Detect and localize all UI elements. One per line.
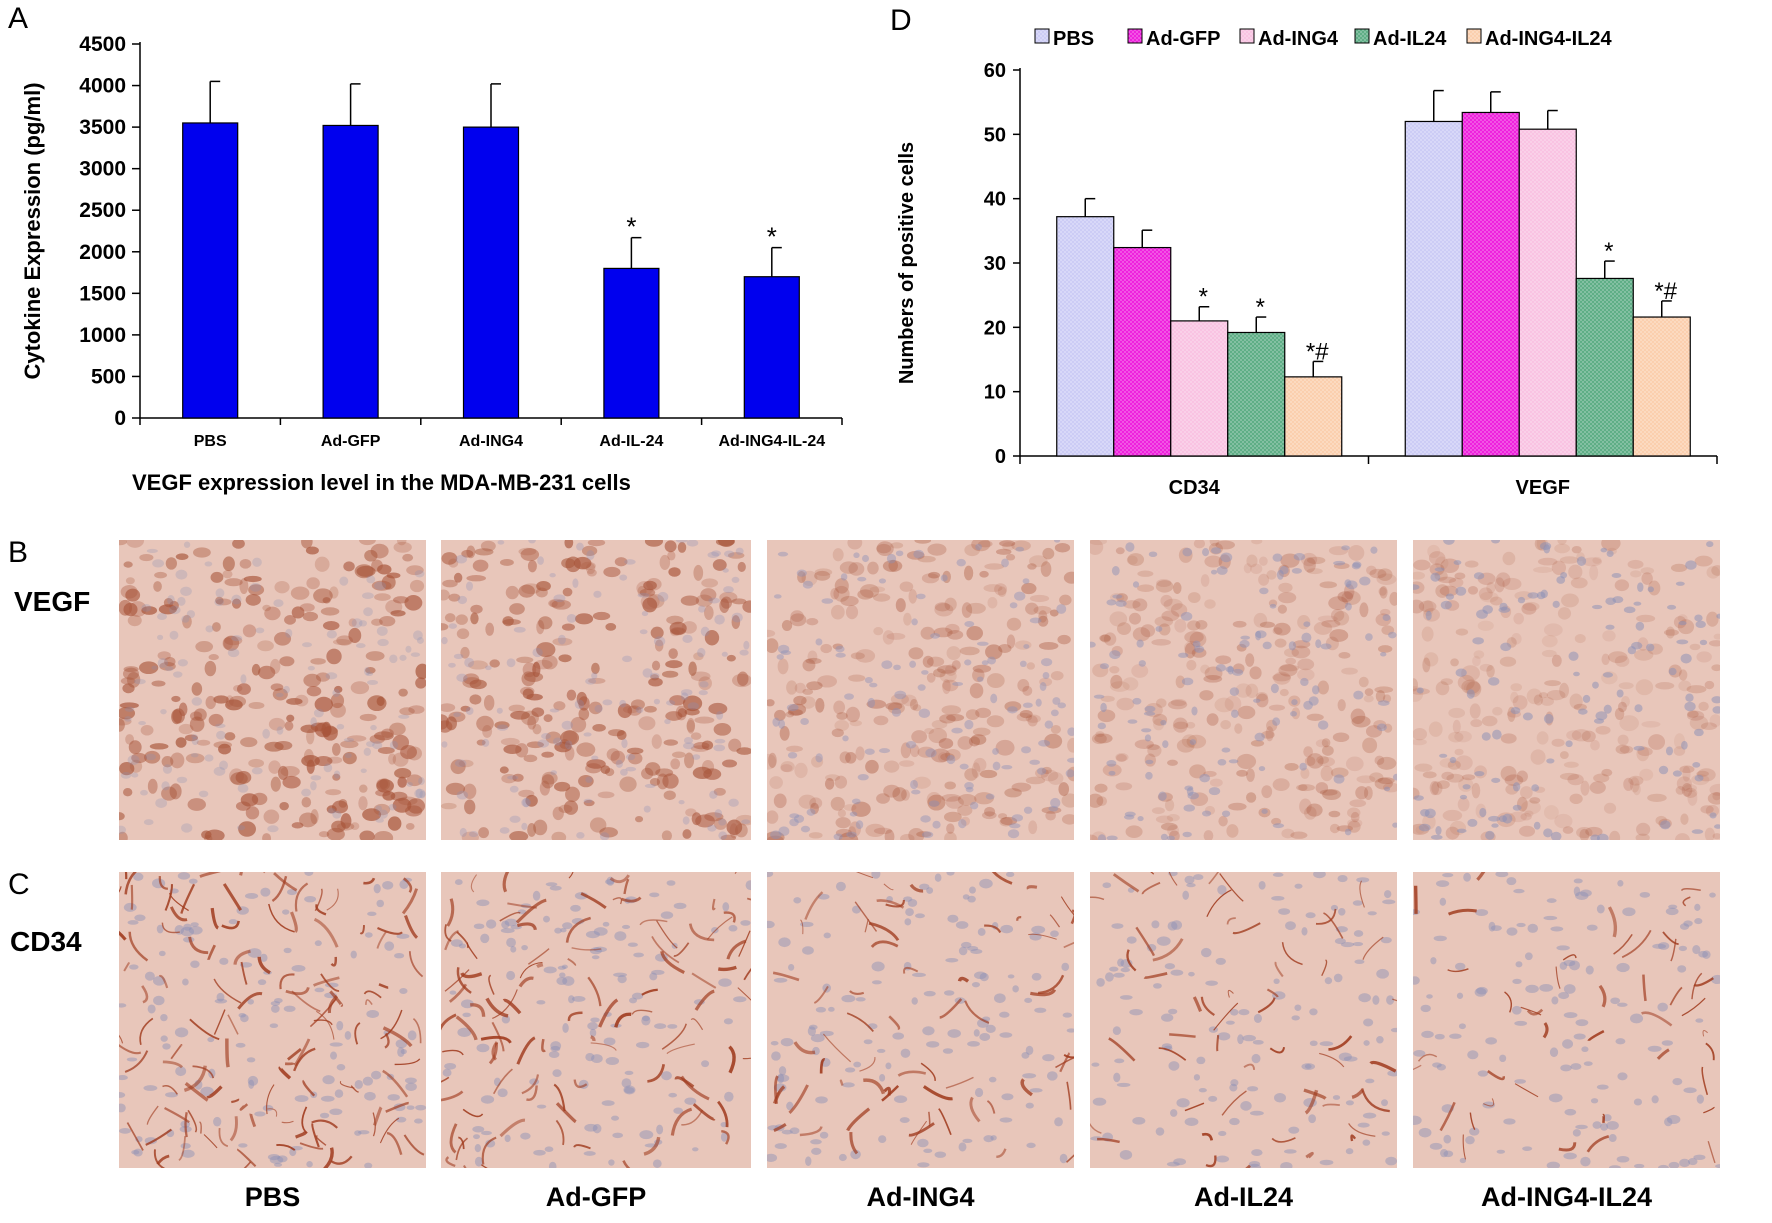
y-tick-label: 30 — [984, 253, 1006, 275]
significance-mark: * — [1604, 238, 1613, 265]
column-label-ad-ing4-il24: Ad-ING4-IL24 — [1480, 1182, 1653, 1212]
legend-swatch — [1127, 28, 1143, 44]
legend-swatch — [1466, 28, 1482, 44]
bar-vegf-pbs — [1404, 120, 1463, 457]
significance-mark: * — [626, 212, 636, 242]
y-tick-label: 60 — [984, 60, 1006, 82]
x-tick-label: Ad-GFP — [321, 433, 381, 450]
histology-cd34-ad-gfp — [441, 872, 751, 1168]
bar-cd34-ad-il24 — [1227, 331, 1286, 457]
significance-mark: * — [1199, 284, 1208, 311]
histology-vegf-ad-ing4 — [767, 540, 1074, 840]
y-tick-label: 40 — [984, 189, 1006, 211]
histology-cd34-ad-ing4 — [767, 872, 1074, 1168]
x-tick-label: Ad-IL-24 — [599, 433, 663, 450]
panel-letter-c: C — [8, 868, 30, 901]
bar-cd34-ad-ing4-il24 — [1284, 376, 1343, 457]
bar-vegf-ad-ing4-il24 — [1632, 316, 1691, 457]
y-axis-label: Cytokine Expression (pg/ml) — [20, 82, 45, 379]
bar-pbs — [182, 122, 239, 419]
panel-letter-d: D — [890, 4, 912, 37]
bar-vegf-ad-ing4 — [1518, 128, 1577, 457]
y-tick-label: 50 — [984, 124, 1006, 146]
y-tick-label: 2000 — [79, 241, 126, 264]
x-tick-label: PBS — [194, 433, 227, 450]
histology-cd34-ad-il24 — [1090, 872, 1397, 1168]
column-label-ad-gfp: Ad-GFP — [545, 1182, 647, 1212]
histology-vegf-ad-il24 — [1090, 540, 1397, 840]
y-tick-label: 1000 — [79, 324, 126, 347]
histology-cd34-pbs — [119, 872, 426, 1168]
bar-vegf-ad-gfp — [1461, 111, 1520, 457]
y-tick-label: 0 — [995, 446, 1006, 468]
y-tick-label: 1500 — [79, 282, 126, 305]
bar-ad-gfp — [322, 124, 379, 419]
column-label-pbs: PBS — [244, 1182, 301, 1212]
histology-vegf-pbs — [119, 540, 426, 840]
legend-entry: PBS — [1053, 28, 1094, 50]
bar-cd34-pbs — [1056, 216, 1115, 457]
histology-vegf-ad-ing4-il24 — [1413, 540, 1720, 840]
y-tick-label: 10 — [984, 382, 1006, 404]
bar-cd34-ad-ing4 — [1170, 320, 1229, 457]
x-tick-label: Ad-ING4-IL-24 — [718, 433, 825, 450]
bar-ad-ing4-il-24 — [743, 276, 800, 419]
y-tick-label: 500 — [91, 365, 126, 388]
histology-vegf-ad-gfp — [441, 540, 751, 840]
significance-mark: * — [767, 222, 777, 252]
significance-mark: * — [1256, 294, 1265, 321]
y-tick-label: 3000 — [79, 158, 126, 181]
bar-ad-ing4 — [462, 126, 520, 419]
legend-entry: Ad-GFP — [1146, 28, 1220, 50]
bar-ad-il-24 — [603, 267, 660, 419]
legend-entry: Ad-IL24 — [1373, 28, 1447, 50]
column-label-ad-ing4: Ad-ING4 — [866, 1182, 975, 1212]
row-label-cd34: CD34 — [10, 926, 82, 957]
y-tick-label: 4500 — [79, 33, 126, 56]
bar-cd34-ad-gfp — [1113, 246, 1172, 457]
bar-vegf-ad-il24 — [1575, 277, 1634, 457]
x-axis-label: VEGF expression level in the MDA-MB-231 … — [132, 470, 631, 495]
chart-a-cytokine-expression: 0 500 1000 1500 2000 2500 3000 3500 4000 4500 PBS A… — [20, 33, 843, 495]
y-tick-label: 2500 — [79, 199, 126, 222]
y-tick-label: 4000 — [79, 75, 126, 98]
significance-mark: *# — [1306, 338, 1329, 365]
x-tick-label: CD34 — [1169, 477, 1221, 499]
legend-swatch — [1034, 28, 1050, 44]
column-label-ad-il24: Ad-IL24 — [1193, 1182, 1293, 1212]
x-tick-label: VEGF — [1516, 477, 1570, 499]
significance-mark: *# — [1654, 278, 1677, 305]
chart-d-positive-cells: 0 10 20 30 40 50 60 * * *# CD34 * *# VEGF Numbers of p… — [896, 28, 1718, 499]
y-tick-label: 3500 — [79, 116, 126, 139]
row-label-vegf: VEGF — [14, 586, 91, 617]
legend-swatch — [1354, 28, 1370, 44]
legend-swatch — [1239, 28, 1255, 44]
legend-entry: Ad-ING4 — [1258, 28, 1339, 50]
histology-cd34-ad-ing4-il24 — [1413, 872, 1720, 1168]
panel-letter-b: B — [8, 536, 29, 569]
y-tick-label: 20 — [984, 317, 1006, 339]
panel-letter-a: A — [8, 2, 29, 35]
x-tick-label: Ad-ING4 — [459, 433, 523, 450]
y-tick-label: 0 — [114, 407, 126, 430]
y-axis-label: Numbers of positive cells — [896, 142, 918, 384]
legend-entry: Ad-ING4-IL24 — [1485, 28, 1613, 50]
